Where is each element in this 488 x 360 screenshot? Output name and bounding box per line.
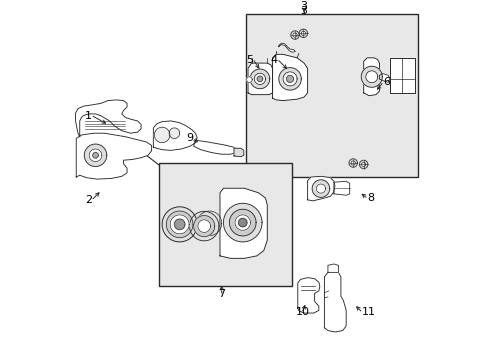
Polygon shape xyxy=(359,160,367,168)
Polygon shape xyxy=(311,180,329,197)
Polygon shape xyxy=(286,75,293,82)
Polygon shape xyxy=(198,220,210,233)
Polygon shape xyxy=(348,159,357,167)
Text: 11: 11 xyxy=(361,307,375,317)
Polygon shape xyxy=(174,219,184,230)
Polygon shape xyxy=(220,188,267,258)
Polygon shape xyxy=(333,181,349,195)
Text: 10: 10 xyxy=(295,307,309,317)
Text: 9: 9 xyxy=(186,134,193,143)
Text: 5: 5 xyxy=(246,55,253,64)
Polygon shape xyxy=(324,271,346,332)
Polygon shape xyxy=(170,215,189,234)
Polygon shape xyxy=(254,73,265,85)
Polygon shape xyxy=(272,54,307,100)
Polygon shape xyxy=(89,149,102,162)
Polygon shape xyxy=(389,58,414,93)
Polygon shape xyxy=(189,211,219,241)
Polygon shape xyxy=(162,207,197,242)
Polygon shape xyxy=(365,71,377,83)
Polygon shape xyxy=(278,68,301,90)
Bar xyxy=(246,14,417,177)
Text: 1: 1 xyxy=(85,111,92,121)
Text: 7: 7 xyxy=(218,289,225,300)
Polygon shape xyxy=(301,31,305,35)
Polygon shape xyxy=(299,29,307,37)
Polygon shape xyxy=(283,72,297,86)
Polygon shape xyxy=(84,144,106,167)
Text: 8: 8 xyxy=(366,193,373,203)
Polygon shape xyxy=(153,121,197,150)
Polygon shape xyxy=(238,219,246,227)
Polygon shape xyxy=(75,100,141,137)
Polygon shape xyxy=(316,184,325,193)
Text: 6: 6 xyxy=(382,77,389,87)
Polygon shape xyxy=(363,58,379,96)
Polygon shape xyxy=(249,69,269,89)
Polygon shape xyxy=(361,162,365,167)
Polygon shape xyxy=(350,161,355,165)
Polygon shape xyxy=(166,211,193,238)
Polygon shape xyxy=(229,209,256,236)
Polygon shape xyxy=(278,43,295,52)
Polygon shape xyxy=(327,264,338,273)
Polygon shape xyxy=(297,278,319,313)
Text: 2: 2 xyxy=(85,195,92,205)
Polygon shape xyxy=(290,31,299,39)
Polygon shape xyxy=(235,215,250,230)
Polygon shape xyxy=(246,77,252,82)
Polygon shape xyxy=(93,153,98,158)
Bar xyxy=(158,163,291,286)
Polygon shape xyxy=(379,73,389,82)
Polygon shape xyxy=(193,216,214,237)
Polygon shape xyxy=(307,176,334,201)
Polygon shape xyxy=(361,66,382,87)
Polygon shape xyxy=(247,63,272,95)
Polygon shape xyxy=(197,211,221,235)
Polygon shape xyxy=(154,127,169,143)
Polygon shape xyxy=(76,133,151,179)
Text: 3: 3 xyxy=(300,1,307,11)
Polygon shape xyxy=(223,203,262,242)
Polygon shape xyxy=(257,76,262,82)
Text: 4: 4 xyxy=(270,55,277,64)
Text: 3: 3 xyxy=(300,5,307,15)
Polygon shape xyxy=(169,128,179,139)
Polygon shape xyxy=(292,33,297,37)
Polygon shape xyxy=(193,140,237,154)
Polygon shape xyxy=(233,148,244,157)
